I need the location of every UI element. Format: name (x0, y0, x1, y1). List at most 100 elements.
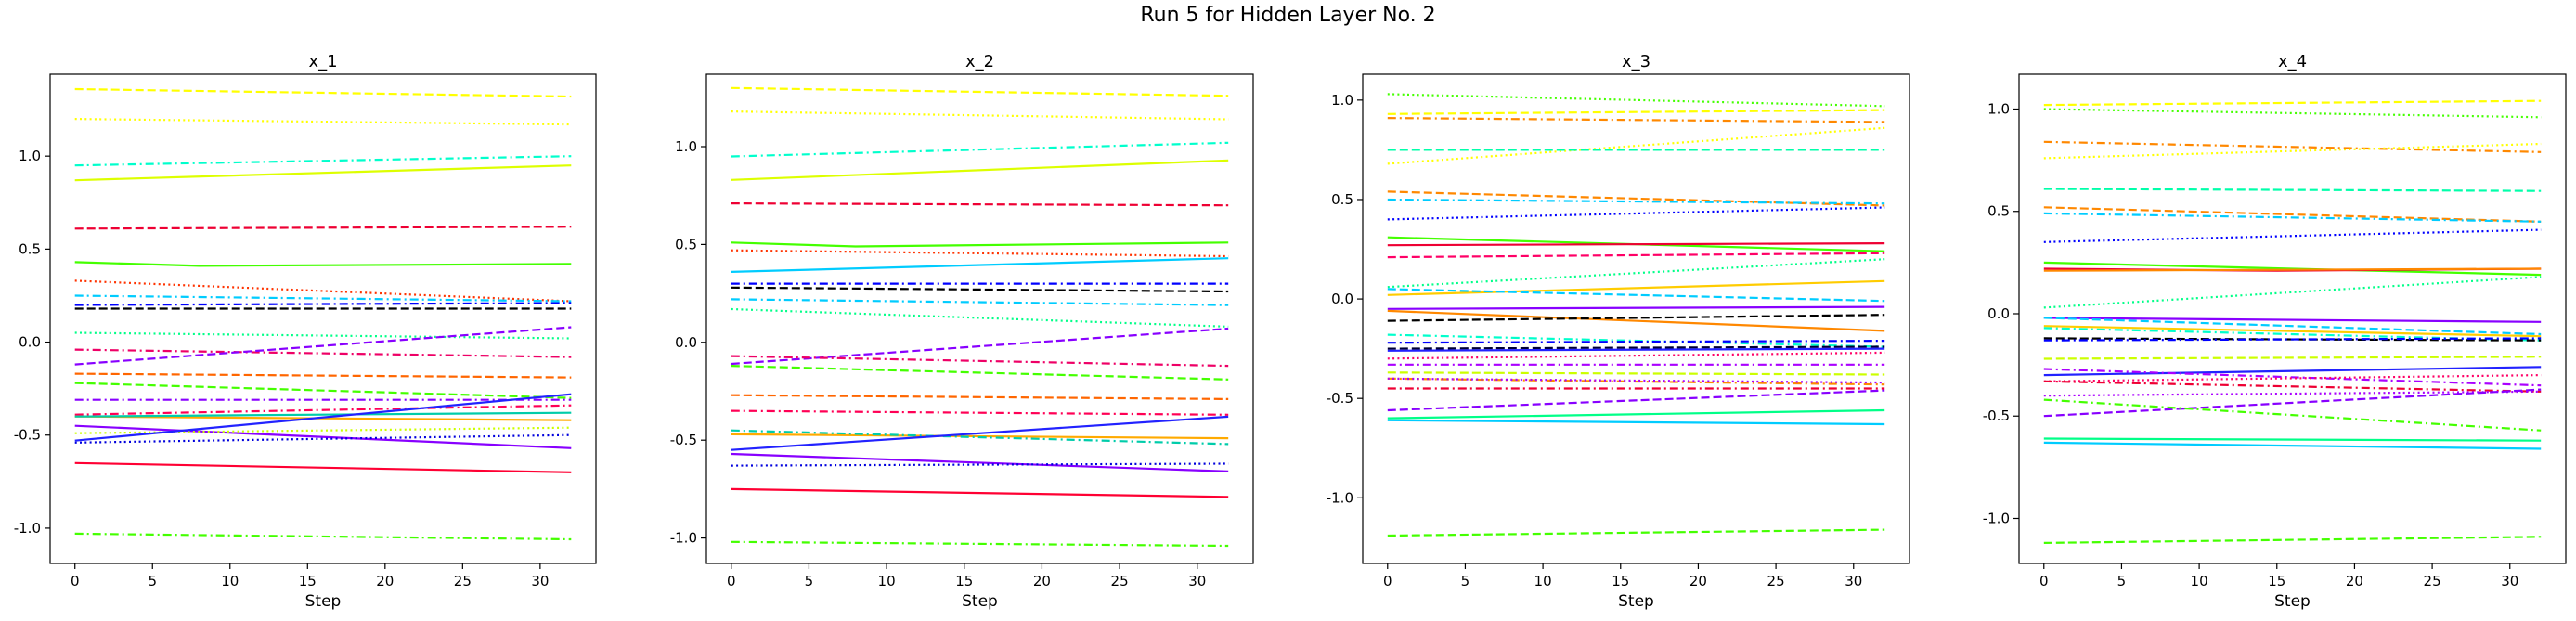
series-line-26 (2043, 398, 2542, 432)
series-line-3 (1387, 117, 1885, 123)
series-line-26 (1387, 377, 1885, 384)
series-line-14 (2043, 317, 2542, 336)
series-line-14 (731, 355, 1229, 368)
series-line-16 (1387, 309, 1885, 332)
y-tick-label: -1.0 (670, 530, 697, 547)
x-tick-label: 15 (299, 573, 317, 589)
y-tick-label: 0.0 (1987, 305, 2010, 322)
x-tick-label: 0 (1383, 573, 1392, 589)
series-line-23 (731, 487, 1229, 498)
x-tick-label: 20 (1689, 573, 1707, 589)
y-tick-label: 0.5 (19, 240, 41, 257)
series-line-19 (731, 429, 1229, 446)
axes-frame (2018, 73, 2567, 564)
x-tick-label: 10 (2191, 573, 2208, 589)
series-line-8 (2043, 228, 2542, 243)
series-line-4 (1387, 126, 1885, 165)
series-line-2 (1387, 109, 1885, 115)
y-tick-label: 0.0 (19, 334, 41, 351)
x-tick-label: 25 (2424, 573, 2441, 589)
series-line-12 (731, 307, 1229, 328)
x-tick-label: 15 (955, 573, 973, 589)
subplot-2: 0 5 10 15 20 25 30 -1.0 -0.5 0.0 0.5 1.0 x_2 Step (670, 52, 1254, 611)
x-tick-label: 25 (1111, 573, 1129, 589)
series-group (2043, 99, 2542, 544)
subplot-title: x_1 (308, 52, 337, 71)
series-line-3 (731, 141, 1229, 158)
series-line-4 (74, 164, 572, 182)
series-line-7 (74, 279, 572, 303)
x-tick-label: 25 (1767, 573, 1785, 589)
series-line-7 (1387, 198, 1885, 205)
series-line-6 (731, 241, 1229, 248)
series-line-21 (74, 426, 572, 434)
series-line-6 (1387, 190, 1885, 207)
series-line-2 (2043, 108, 2542, 119)
y-tick-label: 1.0 (19, 148, 41, 164)
x-tick-label: 25 (454, 573, 472, 589)
y-tick-label: -0.5 (670, 432, 697, 448)
series-line-6 (74, 261, 572, 267)
x-tick-label: 10 (1534, 573, 1552, 589)
series-line-10 (1387, 242, 1885, 247)
series-line-28 (1387, 389, 1885, 412)
series-line-20 (1387, 345, 1885, 350)
y-tick-label: 0.5 (1987, 203, 2010, 220)
x-tick-label: 5 (2117, 573, 2127, 589)
series-line-1 (731, 86, 1229, 97)
series-line-5 (2043, 188, 2542, 192)
series-line-15 (74, 382, 572, 399)
series-line-6 (2043, 206, 2542, 223)
series-line-3 (2043, 140, 2542, 153)
series-line-24 (731, 540, 1229, 548)
series-line-7 (731, 249, 1229, 258)
series-line-21 (1387, 347, 1885, 352)
axes-frame (49, 73, 597, 564)
series-line-1 (74, 87, 572, 98)
y-tick-label: 1.0 (675, 138, 697, 155)
series-group (1387, 93, 1885, 537)
x-tick-label: 15 (1612, 573, 1629, 589)
y-tick-label: 1.0 (1987, 100, 2010, 117)
series-line-22 (74, 433, 572, 444)
subplot-title: x_3 (1622, 52, 1650, 71)
series-line-21 (731, 415, 1229, 451)
series-group (74, 87, 572, 541)
x-tick-label: 30 (2501, 573, 2518, 589)
series-line-1 (1387, 93, 1885, 108)
series-line-20 (74, 424, 572, 449)
series-line-16 (731, 394, 1229, 400)
x-tick-label: 5 (805, 573, 814, 589)
series-line-11 (731, 298, 1229, 306)
series-line-14 (74, 372, 572, 379)
series-line-2 (731, 110, 1229, 121)
x-tick-label: 5 (148, 573, 157, 589)
x-tick-label: 10 (221, 573, 239, 589)
series-line-30 (1387, 419, 1885, 426)
series-line-24 (2043, 390, 2542, 397)
series-line-4 (2043, 142, 2542, 160)
series-line-19 (2043, 356, 2542, 360)
figure-title: Run 5 for Hidden Layer No. 2 (1140, 4, 1436, 27)
series-line-21 (2043, 368, 2542, 387)
x-tick-label: 30 (531, 573, 549, 589)
x-axis-label: Step (962, 592, 998, 611)
series-line-5 (731, 202, 1229, 207)
series-line-25 (74, 532, 572, 541)
series-line-15 (1387, 305, 1885, 310)
subplot-title: x_2 (965, 52, 994, 71)
x-tick-label: 0 (727, 573, 736, 589)
x-tick-label: 20 (1033, 573, 1051, 589)
series-line-23 (74, 393, 572, 442)
series-line-29 (2043, 536, 2542, 544)
series-line-24 (1387, 371, 1885, 376)
x-tick-label: 30 (1845, 573, 1862, 589)
series-line-25 (1387, 377, 1885, 386)
subplot-title: x_4 (2278, 52, 2307, 71)
y-tick-label: -1.0 (1327, 489, 1353, 506)
series-line-22 (731, 462, 1229, 467)
series-line-12 (2043, 276, 2542, 309)
x-tick-label: 5 (1461, 573, 1470, 589)
